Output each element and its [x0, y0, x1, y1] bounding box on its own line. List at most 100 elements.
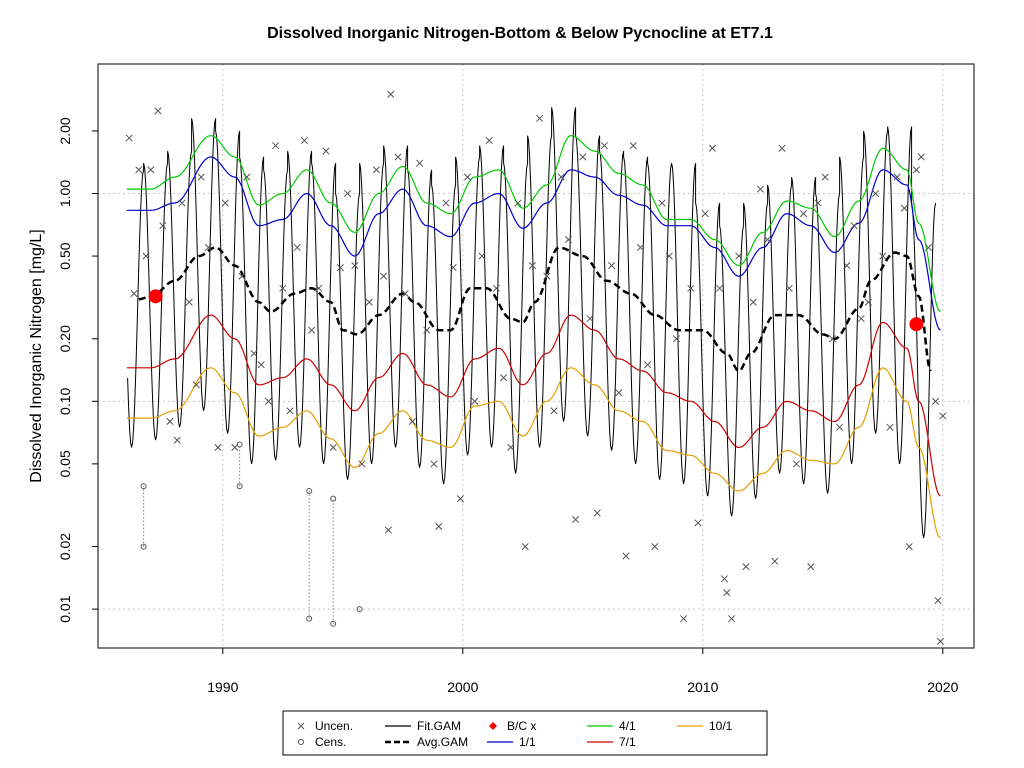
uncensored-point	[593, 509, 601, 517]
legend-label: Fit.GAM	[417, 719, 461, 733]
uncensored-point	[716, 284, 724, 292]
uncensored-point	[756, 185, 764, 193]
grid	[98, 64, 974, 648]
seasonal-line	[126, 367, 941, 539]
y-axis-label: Dissolved Inorganic Nitrogen [mg/L]	[28, 229, 45, 482]
uncensored-point	[279, 284, 287, 292]
uncensored-point	[543, 272, 551, 280]
uncensored-point	[401, 290, 409, 298]
uncensored-point	[557, 173, 565, 181]
uncensored-point	[843, 262, 851, 270]
seasonal-line	[126, 134, 941, 313]
legend-label: 10/1	[709, 719, 733, 733]
uncensored-point	[771, 557, 779, 565]
uncensored-point	[372, 166, 380, 174]
uncensored-point	[728, 615, 736, 623]
uncensored-point	[720, 575, 728, 583]
uncensored-point	[257, 361, 265, 369]
censored-point	[306, 488, 313, 495]
uncensored-point	[521, 543, 529, 551]
fit-gam-line	[127, 107, 937, 539]
uncensored-point	[344, 189, 352, 198]
uncensored-point	[864, 298, 872, 306]
uncensored-point	[742, 563, 750, 571]
uncensored-point	[478, 252, 486, 260]
uncensored-point	[749, 298, 757, 306]
uncensored-point	[622, 552, 630, 560]
y-tick-label: 0.10	[57, 387, 73, 414]
uncensored-point	[380, 272, 388, 280]
uncensored-point	[384, 526, 392, 534]
uncensored-point	[197, 173, 205, 181]
legend-label: 1/1	[519, 735, 536, 749]
uncensored-point	[293, 243, 301, 252]
uncensored-point	[135, 166, 143, 174]
censored-point	[330, 620, 337, 627]
uncensored-point	[238, 272, 246, 280]
uncensored-point	[147, 166, 155, 174]
legend-label: 7/1	[619, 735, 636, 749]
seasonal-curves	[126, 134, 941, 539]
uncensored-point	[159, 222, 167, 230]
y-tick-label: 0.02	[57, 533, 73, 560]
legend-label: Uncen.	[315, 719, 353, 733]
chart-title: Dissolved Inorganic Nitrogen-Bottom & Be…	[267, 25, 773, 42]
uncensored-point	[872, 189, 880, 198]
uncensored-point	[586, 315, 594, 323]
uncensored-point	[142, 252, 150, 260]
uncensored-point	[900, 204, 908, 212]
uncensored-point	[672, 335, 680, 343]
legend: Uncen. Cens. Fit.GAM Avg.GAM B/C x 1/1 4/1 7/1 1…	[282, 710, 768, 756]
uncensored-point	[308, 326, 316, 334]
uncensored-point	[221, 199, 229, 207]
uncensored-point	[442, 199, 450, 207]
uncensored-point	[687, 284, 695, 292]
uncensored-point	[394, 153, 402, 161]
y-tick-label: 1.00	[57, 180, 73, 207]
uncensored-point	[807, 563, 815, 571]
uncensored-point	[828, 335, 836, 343]
legend-symbol	[298, 739, 304, 745]
uncensored-point	[917, 153, 925, 161]
uncensored-point	[435, 522, 443, 530]
uncensored-point	[185, 298, 193, 306]
uncensored-point	[456, 495, 464, 503]
uncensored-point	[492, 284, 500, 292]
uncensored-point	[723, 589, 731, 597]
uncensored-point	[579, 153, 587, 161]
uncensored-point	[272, 142, 280, 150]
x-tick-label: 1990	[207, 679, 238, 695]
uncensored-point	[680, 615, 688, 623]
uncensored-point	[214, 443, 222, 451]
seasonal-line	[126, 314, 941, 497]
uncensored-point	[154, 107, 162, 115]
uncensored-point	[286, 407, 294, 415]
x-tick-label: 2000	[447, 679, 478, 695]
x-axis-ticks: 1990 2000 2010 2020	[207, 648, 959, 695]
uncensored-point	[665, 252, 673, 260]
legend-box	[282, 710, 768, 756]
uncensored-point	[329, 443, 337, 451]
avg-gam-line	[138, 246, 932, 373]
legend-symbol	[297, 722, 305, 730]
uncensored-point	[250, 349, 258, 357]
censored-points	[140, 441, 363, 627]
uncensored-point	[125, 134, 133, 142]
uncensored-point	[315, 284, 323, 292]
uncensored-point	[485, 136, 493, 145]
uncensored-point	[629, 142, 637, 150]
uncensored-point	[708, 144, 716, 152]
uncensored-point	[507, 443, 515, 451]
uncensored-point	[857, 315, 865, 323]
uncensored-point	[893, 173, 901, 181]
legend-symbol	[489, 722, 497, 730]
uncensored-point	[178, 199, 186, 207]
uncensored-point	[879, 252, 887, 260]
uncensored-point	[924, 243, 932, 252]
uncensored-point	[471, 397, 479, 405]
uncensored-point	[800, 210, 808, 218]
uncensored-point	[514, 199, 522, 207]
censored-point	[306, 615, 313, 622]
